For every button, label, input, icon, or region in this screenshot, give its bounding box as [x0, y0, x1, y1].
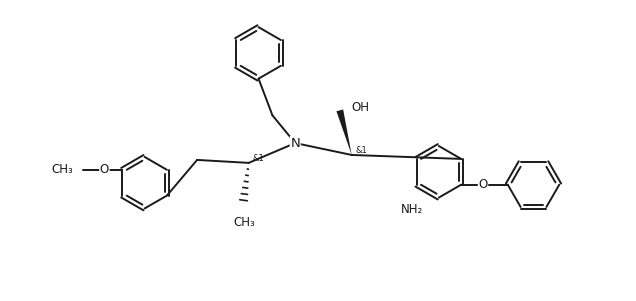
Text: OH: OH [352, 101, 370, 114]
Text: CH₃: CH₃ [51, 163, 73, 176]
Text: N: N [291, 137, 300, 150]
Text: NH₂: NH₂ [401, 203, 423, 216]
Text: O: O [100, 163, 109, 176]
Text: O: O [478, 178, 488, 191]
Text: &1: &1 [252, 154, 265, 163]
Text: CH₃: CH₃ [234, 216, 256, 229]
Text: &1: &1 [356, 147, 368, 156]
Polygon shape [336, 110, 352, 155]
